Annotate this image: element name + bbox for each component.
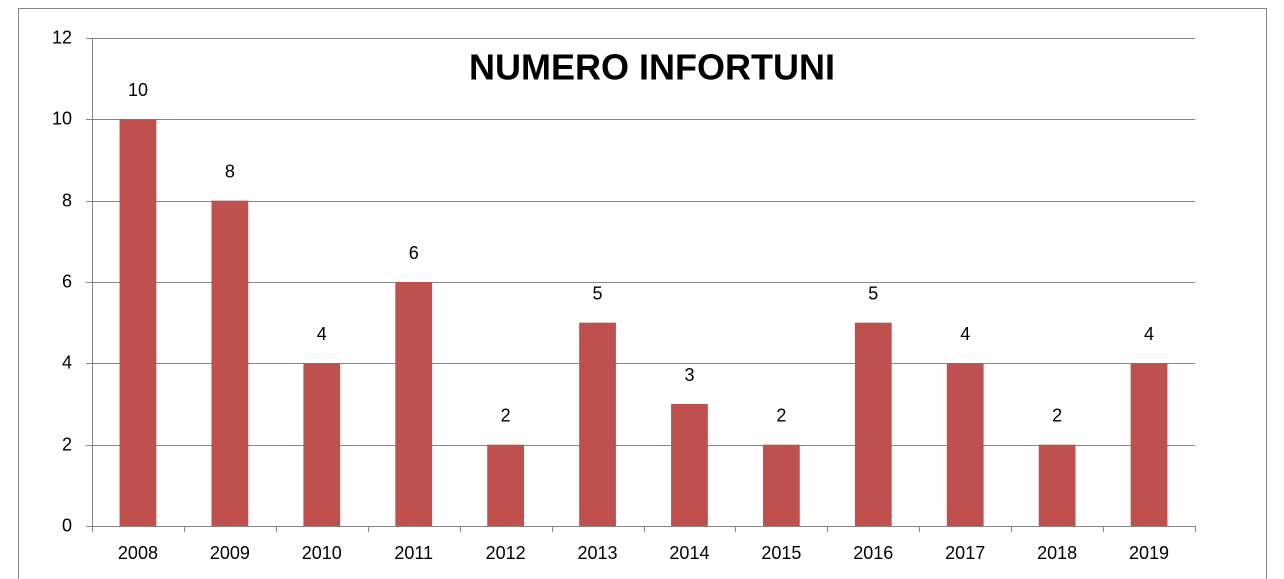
bar [395, 282, 433, 526]
data-label: 2 [776, 405, 786, 425]
x-tick-label: 2019 [1129, 543, 1169, 563]
data-label: 10 [128, 80, 148, 100]
chart-border [18, 8, 1267, 579]
chart-title: NUMERO INFORTUNI [469, 47, 835, 88]
bar [854, 322, 892, 526]
data-label: 2 [501, 405, 511, 425]
data-label: 6 [409, 243, 419, 263]
x-tick-label: 2008 [118, 543, 158, 563]
y-tick-label: 2 [62, 434, 72, 454]
data-label: 8 [225, 161, 235, 181]
bar [487, 444, 525, 526]
bar [579, 322, 616, 526]
x-tick-label: 2010 [302, 543, 342, 563]
x-tick-label: 2012 [486, 543, 526, 563]
y-tick-label: 6 [62, 271, 72, 291]
data-label: 5 [593, 283, 603, 303]
y-tick-label: 0 [62, 515, 72, 535]
data-label: 4 [317, 324, 327, 344]
x-tick-label: 2014 [669, 543, 709, 563]
data-label: 3 [684, 365, 694, 385]
x-tick-label: 2017 [945, 543, 985, 563]
x-tick-label: 2009 [210, 543, 250, 563]
data-label: 4 [960, 324, 970, 344]
x-tick-label: 2018 [1037, 543, 1077, 563]
bar [119, 119, 157, 526]
y-tick-label: 12 [52, 27, 72, 47]
x-tick-label: 2013 [578, 543, 618, 563]
bar [211, 200, 249, 526]
x-tick-label: 2015 [761, 543, 801, 563]
x-tick-label: 2016 [853, 543, 893, 563]
bar [671, 404, 708, 526]
data-label: 5 [868, 283, 878, 303]
data-label: 4 [1144, 324, 1154, 344]
x-tick-label: 2011 [394, 543, 433, 563]
bar [762, 444, 800, 526]
y-tick-label: 8 [62, 190, 72, 210]
data-label: 2 [1052, 405, 1062, 425]
bar [303, 363, 341, 526]
y-tick-label: 10 [52, 108, 72, 128]
bar [946, 363, 984, 526]
bar [1130, 363, 1168, 526]
bar [1038, 444, 1076, 526]
y-tick-label: 4 [62, 352, 72, 372]
